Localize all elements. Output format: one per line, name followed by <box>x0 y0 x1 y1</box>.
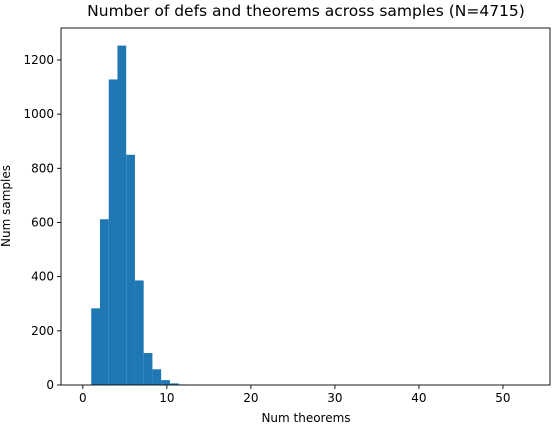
histogram-bar <box>143 353 153 385</box>
histogram-bar <box>152 369 162 385</box>
x-tick-label: 30 <box>327 391 342 405</box>
histogram-bar <box>134 280 144 385</box>
x-tick-label: 0 <box>79 391 87 405</box>
x-tick-label: 10 <box>159 391 174 405</box>
x-tick-label: 50 <box>495 391 510 405</box>
y-tick-label: 1000 <box>23 107 54 121</box>
histogram-bar <box>91 308 100 385</box>
histogram-bar <box>99 219 109 385</box>
y-axis-label: Num samples <box>0 165 13 247</box>
bars-group <box>91 45 197 385</box>
histogram-bar <box>126 154 135 385</box>
chart-title: Number of defs and theorems across sampl… <box>87 2 525 20</box>
y-tick-label: 200 <box>31 324 54 338</box>
x-tick-label: 40 <box>411 391 426 405</box>
histogram-bar <box>117 45 127 385</box>
y-tick-label: 400 <box>31 270 54 284</box>
histogram-bar <box>169 383 179 385</box>
axes-group: 0 10 20 30 40 50 0 200 400 600 800 1000 1200 <box>23 27 551 405</box>
y-tick-label: 600 <box>31 215 54 229</box>
histogram-bar <box>161 380 170 385</box>
y-tick-label: 1200 <box>23 53 54 67</box>
x-axis-label: Num theorems <box>261 411 350 424</box>
y-tick-label: 800 <box>31 161 54 175</box>
x-tick-label: 20 <box>243 391 258 405</box>
plot-frame <box>60 27 551 386</box>
histogram-bar <box>108 79 118 385</box>
y-tick-label: 0 <box>46 378 54 392</box>
